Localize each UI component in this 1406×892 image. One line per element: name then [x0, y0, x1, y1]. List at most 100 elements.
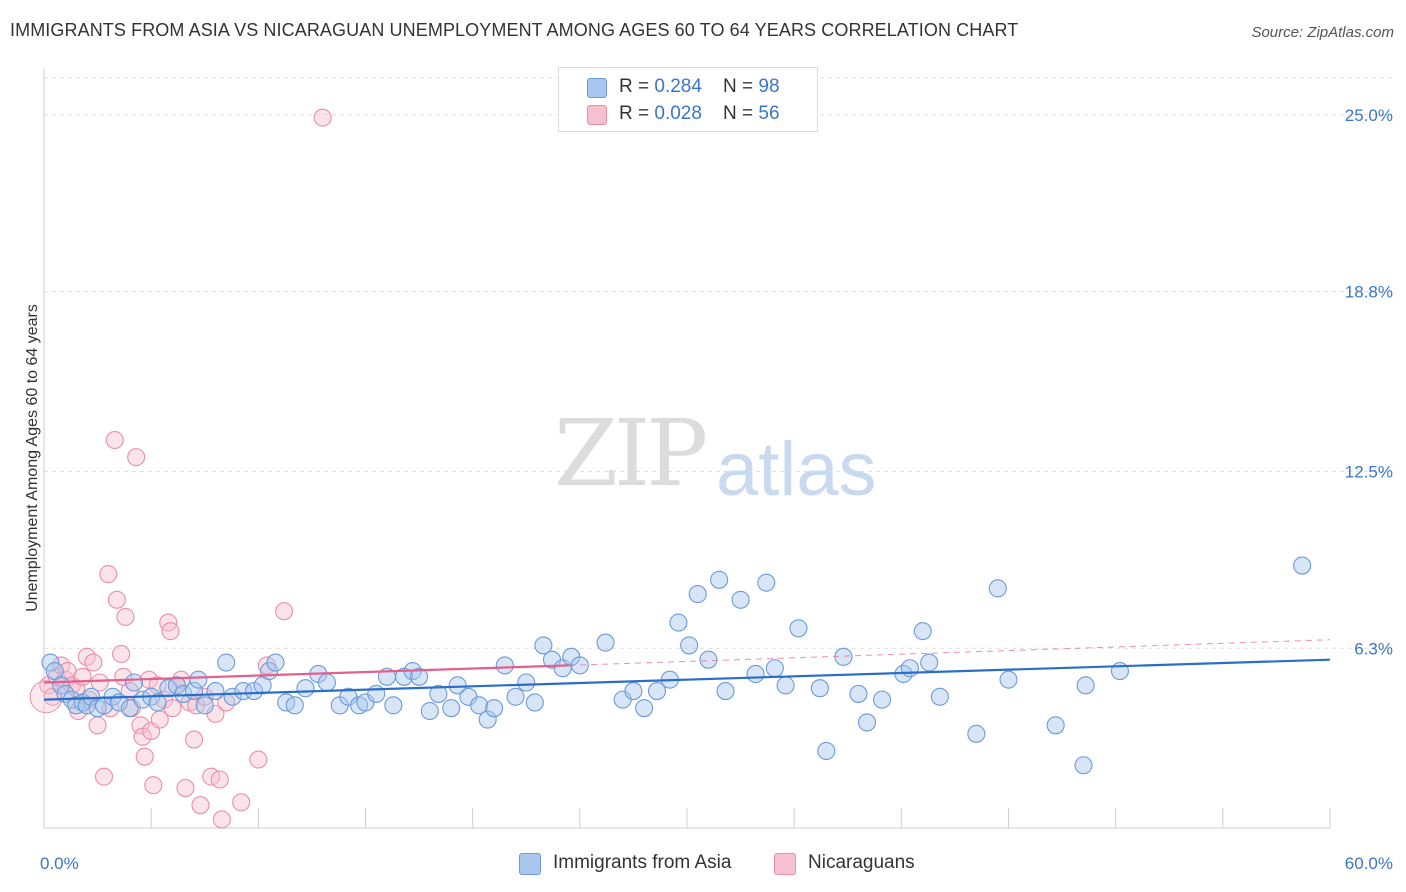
legend-swatch-pink	[587, 105, 607, 125]
data-point-nicaraguans	[163, 699, 182, 718]
data-point-nicaraguans	[176, 779, 195, 798]
legend-n-value: 98	[758, 76, 780, 97]
data-point-immigrants-from-asia	[223, 687, 242, 706]
legend-swatch-blue	[587, 78, 607, 98]
data-point-immigrants-from-asia	[716, 682, 735, 701]
data-point-immigrants-from-asia	[1293, 556, 1312, 575]
data-point-immigrants-from-asia	[817, 741, 836, 761]
bottom-legend-swatch-pink	[774, 853, 796, 875]
data-point-immigrants-from-asia	[913, 622, 932, 641]
data-point-immigrants-from-asia	[635, 699, 654, 718]
data-point-immigrants-from-asia	[367, 684, 386, 703]
trend-lines	[43, 639, 1331, 701]
data-point-immigrants-from-asia	[872, 690, 892, 709]
data-point-immigrants-from-asia	[776, 676, 795, 695]
legend-n-label: N =	[723, 103, 759, 124]
data-point-nicaraguans	[184, 730, 204, 749]
data-point-immigrants-from-asia	[384, 696, 403, 715]
data-point-nicaraguans	[131, 716, 150, 735]
tick-labels: 6.3% 12.5% 18.8% 25.0% 0.0% 60.0%	[40, 106, 1393, 873]
data-point-immigrants-from-asia	[688, 585, 707, 604]
data-point-immigrants-from-asia	[669, 613, 688, 632]
legend-r-label: R =	[619, 103, 655, 124]
data-point-nicaraguans	[313, 108, 332, 127]
data-point-immigrants-from-asia	[1076, 676, 1095, 695]
data-point-immigrants-from-asia	[442, 699, 461, 718]
legend-n-label: N =	[723, 76, 759, 97]
data-point-immigrants-from-asia	[174, 684, 193, 703]
data-point-immigrants-from-asia	[317, 673, 336, 692]
data-point-nicaraguans	[161, 622, 180, 641]
data-point-immigrants-from-asia	[506, 687, 525, 706]
data-point-nicaraguans	[29, 680, 63, 714]
data-point-immigrants-from-asia	[789, 619, 808, 638]
data-point-immigrants-from-asia	[534, 636, 553, 655]
data-point-nicaraguans	[135, 747, 154, 766]
data-point-nicaraguans	[191, 796, 210, 815]
data-point-immigrants-from-asia	[495, 656, 514, 675]
data-point-immigrants-from-asia	[82, 687, 101, 706]
data-point-immigrants-from-asia	[124, 673, 144, 692]
bottom-legend-label: Immigrants from Asia	[553, 852, 732, 873]
grid-lines	[44, 77, 1393, 649]
chart-title: IMMIGRANTS FROM ASIA VS NICARAGUAN UNEMP…	[10, 20, 1019, 40]
data-point-immigrants-from-asia	[478, 710, 497, 729]
data-point-immigrants-from-asia	[680, 636, 699, 655]
trend-line-nicaraguans	[43, 664, 570, 684]
chart-source: Source: ZipAtlas.com	[1251, 24, 1394, 41]
data-point-nicaraguans	[275, 602, 294, 621]
data-point-immigrants-from-asia	[41, 653, 60, 672]
data-point-immigrants-from-asia	[810, 679, 829, 698]
legend-r-value: 0.284	[654, 76, 702, 97]
data-point-nicaraguans	[94, 767, 114, 786]
data-point-nicaraguans	[144, 776, 163, 795]
data-point-immigrants-from-asia	[1046, 716, 1065, 735]
legend-r-label: R =	[619, 76, 655, 97]
data-point-nicaraguans	[105, 430, 124, 450]
data-point-immigrants-from-asia	[195, 696, 214, 715]
data-point-immigrants-from-asia	[485, 699, 504, 718]
trend-line-nicaraguans-extension	[569, 639, 1331, 666]
data-point-immigrants-from-asia	[849, 684, 868, 703]
x-tick-label: 0.0%	[40, 854, 79, 873]
data-point-immigrants-from-asia	[624, 682, 643, 701]
data-point-immigrants-from-asia	[217, 653, 236, 672]
data-point-immigrants-from-asia	[448, 676, 467, 695]
data-point-nicaraguans	[212, 810, 231, 829]
y-tick-label: 6.3%	[1354, 639, 1393, 658]
data-point-immigrants-from-asia	[285, 696, 304, 715]
data-point-immigrants-from-asia	[857, 713, 877, 732]
data-point-nicaraguans	[249, 750, 268, 769]
data-point-nicaraguans	[73, 667, 92, 686]
data-point-nicaraguans	[84, 653, 103, 672]
data-point-immigrants-from-asia	[967, 724, 986, 743]
legend: R = 0.284 N = 98 R = 0.028 N = 56	[558, 67, 818, 132]
data-point-immigrants-from-asia	[699, 650, 718, 669]
trend-line-immigrants-from-asia	[43, 658, 1331, 701]
data-point-immigrants-from-asia	[189, 670, 208, 689]
data-point-nicaraguans	[99, 565, 118, 584]
data-point-immigrants-from-asia	[206, 682, 225, 701]
data-point-immigrants-from-asia	[296, 679, 315, 698]
data-point-immigrants-from-asia	[429, 684, 448, 703]
data-point-immigrants-from-asia	[1074, 756, 1093, 775]
data-point-immigrants-from-asia	[731, 590, 750, 609]
data-point-immigrants-from-asia	[988, 579, 1007, 598]
data-point-immigrants-from-asia	[148, 693, 167, 712]
data-point-immigrants-from-asia	[647, 682, 667, 701]
data-point-immigrants-from-asia	[930, 687, 949, 706]
bottom-legend-swatch-blue	[519, 853, 541, 875]
data-point-immigrants-from-asia	[410, 667, 429, 686]
data-point-nicaraguans	[116, 607, 135, 626]
data-point-nicaraguans	[112, 644, 131, 664]
y-tick-label: 25.0%	[1345, 106, 1393, 125]
y-tick-label: 18.8%	[1345, 283, 1393, 302]
data-point-nicaraguans	[127, 448, 146, 467]
watermark-zip: ZIP	[554, 400, 708, 507]
data-point-immigrants-from-asia	[757, 573, 776, 592]
y-tick-label: 12.5%	[1345, 462, 1393, 481]
data-point-immigrants-from-asia	[120, 699, 139, 718]
x-tick-label: 60.0%	[1345, 854, 1393, 873]
data-point-immigrants-from-asia	[596, 633, 615, 652]
